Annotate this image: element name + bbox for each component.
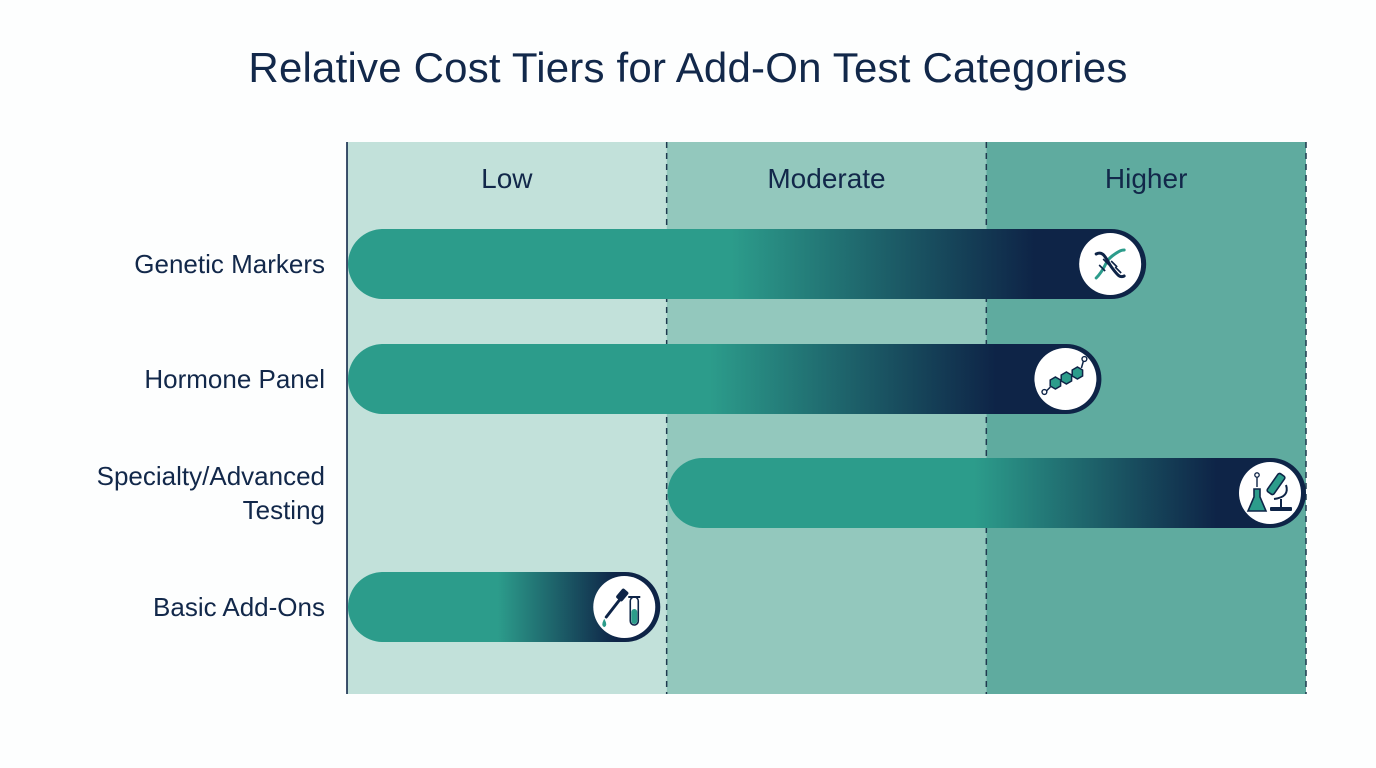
bar-basic-add-ons (348, 572, 661, 642)
bar-fill (667, 458, 1306, 528)
tier-label-moderate: Moderate (767, 163, 885, 194)
chart-title: Relative Cost Tiers for Add-On Test Cate… (248, 44, 1128, 91)
bar-hormone-panel (348, 344, 1102, 414)
row-label: Basic Add-Ons (153, 592, 325, 622)
bar-fill (348, 572, 661, 642)
row-label: Specialty/Advanced Testing (97, 461, 325, 525)
tier-label-higher: Higher (1105, 163, 1187, 194)
row-label: Hormone Panel (144, 364, 325, 394)
row-label: Genetic Markers (134, 249, 325, 279)
bar-genetic-markers (348, 229, 1147, 299)
dropper-tube-icon (593, 576, 656, 638)
microscope-flask-icon (1239, 462, 1301, 524)
tier-band-moderate (666, 142, 987, 694)
tier-label-low: Low (481, 163, 533, 194)
bar-specialty-advanced-testing (667, 458, 1306, 528)
dna-icon (1079, 233, 1142, 295)
bar-fill (348, 344, 1102, 414)
tier-band-higher (986, 142, 1306, 694)
bar-fill (348, 229, 1147, 299)
molecule-icon (1034, 348, 1097, 410)
